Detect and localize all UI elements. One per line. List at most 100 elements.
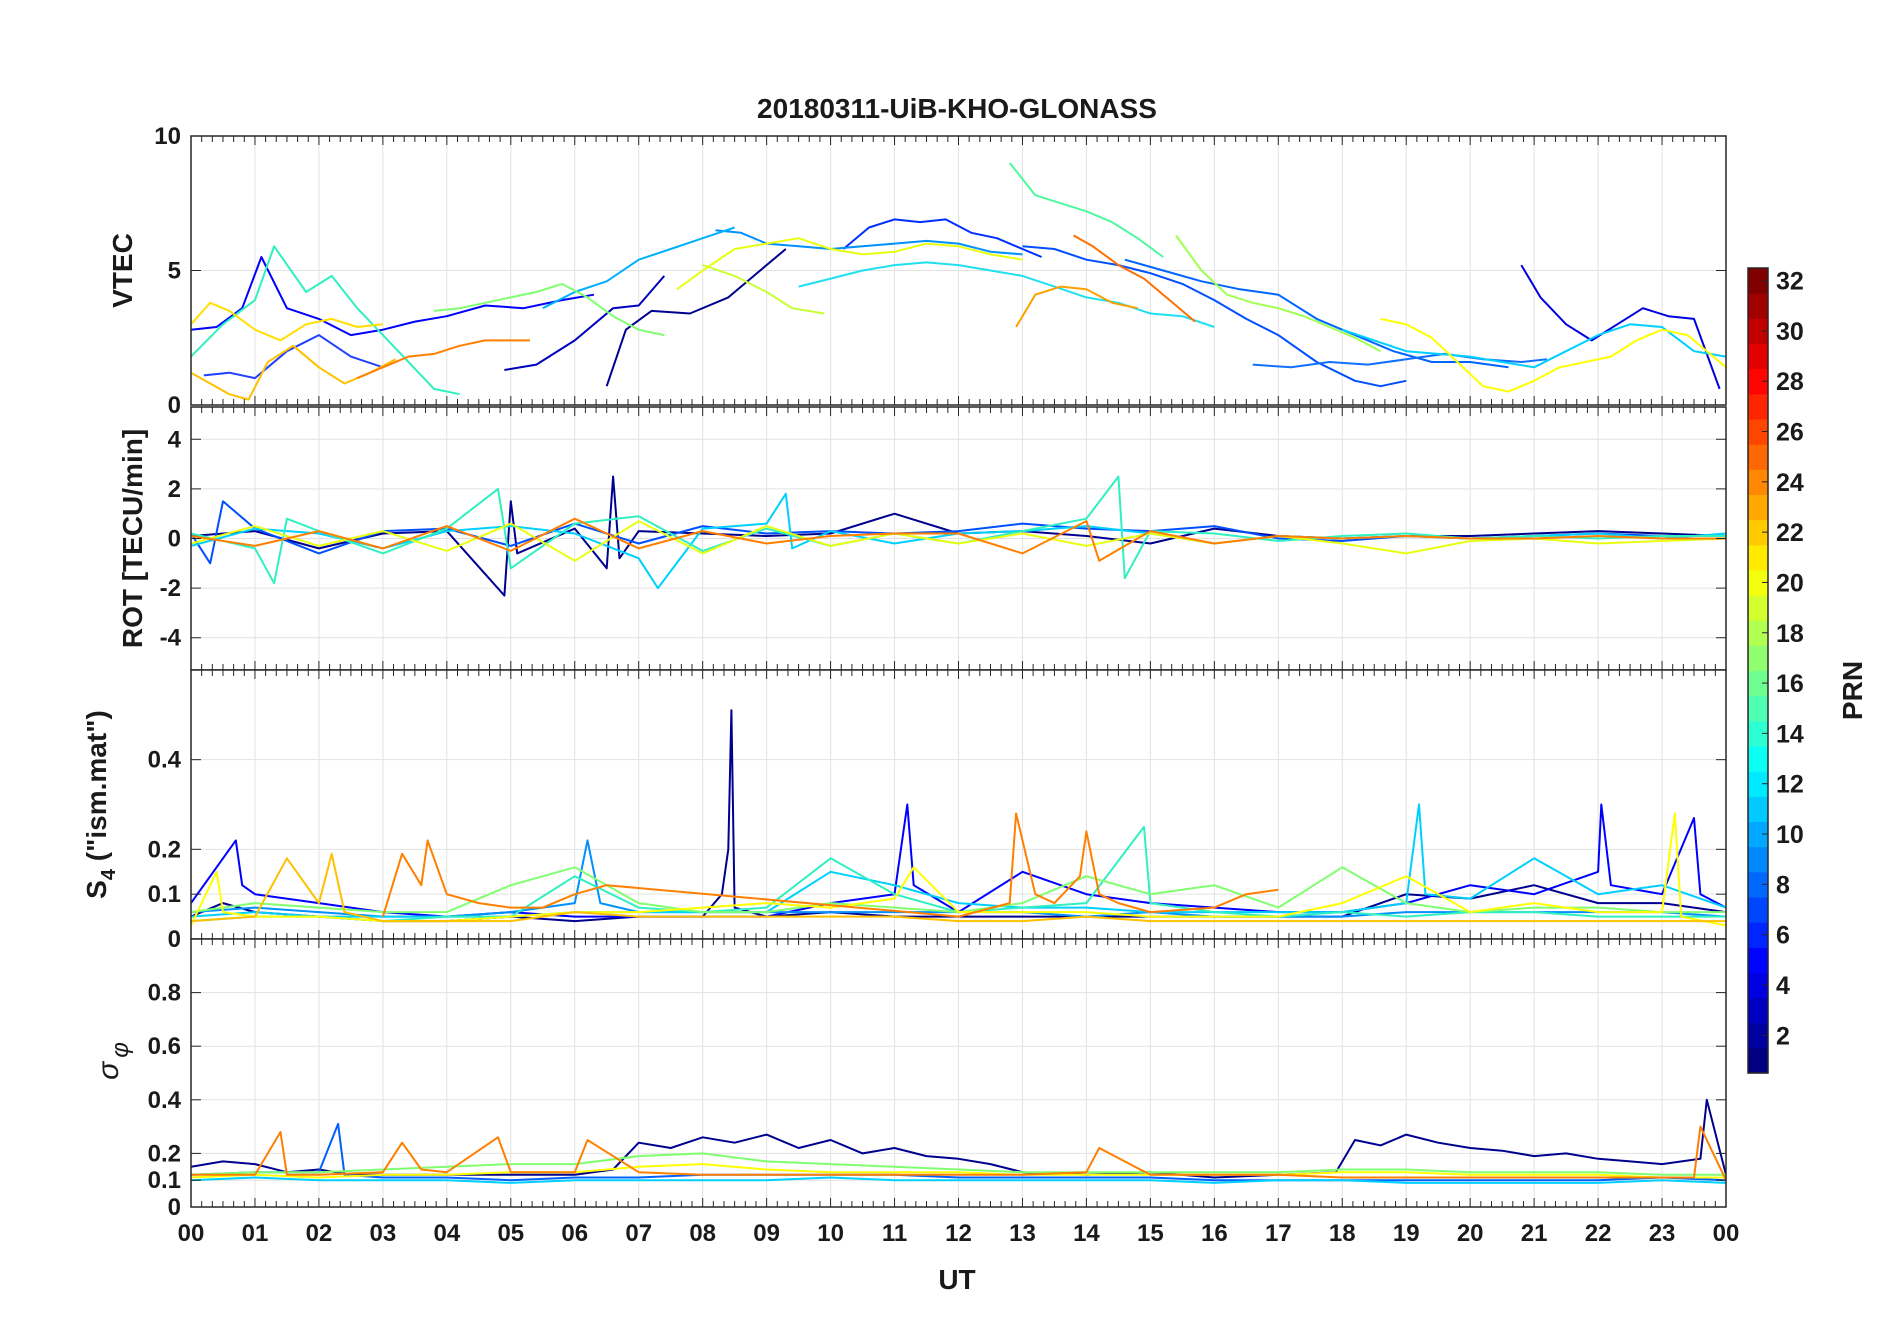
x-axis-label: UT (938, 1264, 975, 1295)
x-tick-label: 12 (945, 1220, 972, 1247)
x-ticks (190, 407, 1727, 670)
y-axis-label: VTEC (107, 233, 138, 308)
y-tick-label: 0 (168, 392, 181, 419)
x-tick-labels: 00 01 02 03 04 05 06 07 08 09 10 11 12 13 14 15 16 17 18 19… (178, 1220, 1740, 1247)
colorbar-tick-label: 16 (1776, 670, 1804, 698)
colorbar-segment (1748, 720, 1768, 747)
series-prn-2 (504, 275, 666, 371)
x-tick-label: 10 (817, 1220, 844, 1247)
x-tick-label: 01 (242, 1220, 269, 1247)
series-prn-24 (381, 812, 1279, 918)
series-prn-3 (191, 256, 595, 337)
y-tick-label: 0.8 (148, 980, 181, 1007)
y-tick-label: 0.4 (148, 1087, 182, 1114)
panel-s4: 0 0.1 0.2 0.4 S4 ("ism.mat") (81, 669, 1727, 953)
x-tick-label: 04 (433, 1220, 460, 1247)
x-tick-label: 05 (497, 1220, 524, 1247)
colorbar-segment (1748, 695, 1768, 722)
colorbar-segment (1748, 896, 1768, 923)
x-tick-label: 11 (882, 1220, 907, 1247)
colorbar-segment (1748, 972, 1768, 999)
x-tick-label: 21 (1521, 1220, 1548, 1247)
series-prn-24 (191, 1125, 1726, 1181)
x-tick-label: 03 (370, 1220, 397, 1247)
y-tick-label: 0.6 (148, 1033, 181, 1060)
colorbar-segment (1748, 871, 1768, 898)
series-prn-19 (676, 237, 1023, 291)
x-tick-label: 08 (689, 1220, 716, 1247)
series-prn-16 (191, 1152, 1726, 1176)
colorbar-segment (1748, 268, 1768, 294)
colorbar-segment (1748, 519, 1768, 546)
colorbar-segment (1748, 318, 1768, 345)
colorbar-tick-label: 14 (1776, 720, 1804, 748)
x-tick-label: 06 (561, 1220, 588, 1247)
grid (190, 407, 1727, 670)
colorbar-segment (1748, 846, 1768, 873)
colorbar-segment (1748, 368, 1768, 395)
x-tick-label: 18 (1329, 1220, 1356, 1247)
x-tick-label: 02 (306, 1220, 333, 1247)
y-tick-label: 0.1 (148, 881, 181, 908)
y-axis-label: S4 ("ism.mat") (81, 710, 120, 899)
colorbar-segment (1748, 343, 1768, 370)
series-prn-25 (1073, 234, 1196, 323)
series-prn-18 (702, 264, 825, 315)
series-prn-12 (1341, 323, 1726, 369)
y-axis-label: σφ (92, 1042, 134, 1080)
y-tick-label: 0.2 (148, 836, 181, 863)
x-tick-label: 19 (1393, 1220, 1420, 1247)
colorbar-segment (1748, 821, 1768, 848)
colorbar-tick-label: 24 (1776, 469, 1804, 497)
series-prn-10 (191, 839, 1726, 918)
y-tick-label: 5 (168, 258, 181, 285)
colorbar-tick-label: 8 (1776, 871, 1790, 899)
series-group (191, 709, 1726, 927)
colorbar-segment (1748, 1022, 1768, 1049)
series-group (191, 162, 1726, 401)
series-prn-9 (1520, 264, 1721, 390)
colorbar-tick-label: 30 (1776, 318, 1804, 346)
colorbar-segment (1748, 922, 1768, 948)
colorbar-segment (1748, 645, 1768, 672)
colorbar-segment (1748, 771, 1768, 797)
x-ticks (190, 670, 1727, 939)
series-group (191, 475, 1726, 597)
colorbar-tick-label: 18 (1776, 620, 1804, 648)
series-prn-6 (1022, 245, 1407, 388)
series-prn-10 (715, 229, 1023, 256)
colorbar-segment (1748, 393, 1768, 420)
x-ticks (190, 939, 1727, 1207)
y-tick-label: 10 (154, 123, 181, 150)
colorbar-frame (1747, 267, 1769, 1074)
y-ticks: -4 -2 0 2 4 (160, 426, 1726, 652)
x-tick-label: 00 (178, 1220, 205, 1247)
x-tick-label: 22 (1585, 1220, 1612, 1247)
series-prn-22 (191, 852, 1726, 923)
colorbar-tick-label: 20 (1776, 569, 1804, 597)
series-prn-8 (1252, 352, 1548, 369)
series-prn-12 (191, 1176, 1726, 1184)
y-tick-label: -4 (160, 625, 182, 652)
series-prn-15 (1008, 162, 1164, 258)
colorbar-tick-label: 10 (1776, 821, 1804, 849)
colorbar-label: PRN (1837, 661, 1868, 720)
y-tick-label: 0 (168, 526, 181, 553)
colorbar-segment (1748, 670, 1768, 697)
colorbar-segment (1748, 745, 1768, 772)
colorbar-segment (1748, 293, 1768, 319)
series-prn-7 (1124, 258, 1509, 369)
series-prn-20 (191, 1163, 1726, 1179)
series-prn-14 (191, 825, 1726, 923)
series-prn-21 (191, 301, 384, 342)
colorbar-segment (1748, 569, 1768, 596)
x-tick-label: 16 (1201, 1220, 1228, 1247)
y-ticks: 00.10.2 0.4 0.6 0.8 (148, 980, 1726, 1221)
colorbar-tick-label: 22 (1776, 519, 1804, 547)
x-tick-label: 07 (625, 1220, 652, 1247)
panel-sigma_phi: 00.10.2 0.4 0.6 0.8 σφ 00 01 02 03 04 05 06 07 08 09 10… (92, 938, 1740, 1247)
colorbar-segment (1748, 469, 1768, 496)
